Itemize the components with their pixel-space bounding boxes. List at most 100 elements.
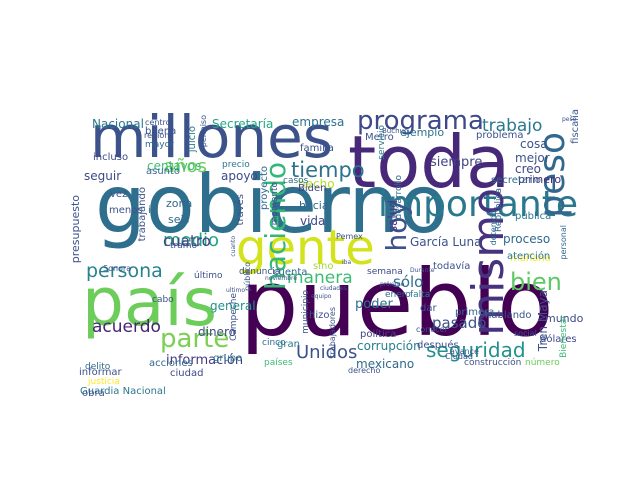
cloud-word: importante bbox=[378, 184, 579, 225]
cloud-word: hecho bbox=[298, 177, 335, 191]
cloud-word: cuenta bbox=[273, 267, 308, 278]
cloud-word: cinco bbox=[262, 338, 286, 348]
cloud-word: seguir bbox=[84, 169, 122, 183]
cloud-word: programa bbox=[357, 106, 484, 136]
cloud-word: República bbox=[494, 188, 504, 232]
cloud-word: momento bbox=[270, 182, 280, 226]
cloud-word: último bbox=[194, 271, 223, 281]
cloud-word: primero bbox=[518, 173, 562, 186]
cloud-word: cuatro bbox=[163, 232, 211, 250]
cloud-word: secretario bbox=[491, 175, 541, 186]
cloud-word: número bbox=[525, 358, 560, 368]
cloud-word: Campeche bbox=[229, 293, 239, 342]
cloud-word: tiempo bbox=[291, 158, 365, 182]
cloud-word: primera bbox=[455, 307, 495, 318]
cloud-word: noviembre bbox=[265, 275, 298, 282]
cloud-word: peso bbox=[562, 116, 577, 123]
cloud-word: creo bbox=[515, 162, 541, 176]
cloud-word: Sonora bbox=[103, 264, 132, 273]
cloud-word: mundo bbox=[545, 312, 584, 325]
cloud-word: región bbox=[144, 131, 170, 140]
cloud-word: poder bbox=[355, 297, 393, 312]
cloud-word: Nacional bbox=[92, 117, 144, 131]
cloud-word: juicio bbox=[187, 126, 198, 153]
cloud-word: desarrollo bbox=[394, 175, 404, 220]
cloud-word: política bbox=[360, 329, 397, 340]
cloud-word: Metro bbox=[365, 132, 394, 143]
cloud-word: personal bbox=[559, 225, 568, 260]
cloud-word: ejemplo bbox=[400, 126, 445, 139]
cloud-word: social bbox=[514, 329, 537, 338]
cloud-word: Unidos bbox=[296, 342, 358, 363]
cloud-word: hizo bbox=[309, 310, 330, 321]
cloud-word: semana bbox=[367, 267, 403, 277]
cloud-word: Biden bbox=[298, 183, 327, 194]
cloud-word: gobierno bbox=[95, 158, 449, 251]
cloud-word: menos bbox=[109, 205, 143, 216]
cloud-word: casos bbox=[283, 176, 309, 186]
cloud-word: sólo bbox=[393, 273, 424, 291]
cloud-word: problema bbox=[476, 130, 524, 141]
cloud-word: justicia bbox=[88, 377, 120, 387]
cloud-word: parte bbox=[160, 324, 230, 354]
cloud-word: acuerdo bbox=[92, 317, 161, 337]
cloud-word: seis bbox=[168, 213, 190, 226]
cloud-word: permiso bbox=[199, 115, 208, 148]
cloud-word: zona bbox=[166, 197, 193, 210]
cloud-word: través bbox=[235, 194, 246, 226]
cloud-word: persona bbox=[86, 260, 163, 282]
cloud-word: Guardia Nacional bbox=[80, 386, 166, 397]
cloud-word: construcción bbox=[464, 358, 522, 368]
cloud-word: trabajo bbox=[482, 116, 543, 136]
cloud-word: incluso bbox=[93, 152, 129, 163]
cloud-word: buena bbox=[145, 126, 177, 137]
cloud-word: obra bbox=[82, 388, 105, 399]
cloud-word: cosa bbox=[520, 137, 548, 151]
cloud-word: atención bbox=[507, 251, 551, 262]
cloud-word: seguridad bbox=[426, 338, 526, 362]
cloud-word: informar bbox=[79, 367, 122, 378]
cloud-word: países bbox=[264, 358, 293, 368]
cloud-word: centro bbox=[145, 118, 171, 127]
cloud-word: fiscalía bbox=[570, 109, 581, 144]
cloud-word: proceso bbox=[503, 232, 551, 246]
cloud-word: gran bbox=[277, 339, 300, 350]
cloud-word: años bbox=[164, 156, 207, 177]
cloud-word: enero bbox=[385, 290, 411, 300]
cloud-word: mañana bbox=[510, 253, 551, 264]
cloud-word: pública bbox=[515, 211, 552, 222]
cloud-word: municipio bbox=[301, 290, 311, 334]
cloud-word: todavía bbox=[433, 261, 471, 272]
cloud-word: denuncia bbox=[239, 267, 281, 277]
cloud-word: dinero bbox=[198, 325, 236, 339]
cloud-word: cabo bbox=[152, 295, 174, 305]
cloud-word: dar bbox=[420, 303, 437, 314]
cloud-word: pueblo bbox=[240, 250, 554, 357]
cloud-word: grupo bbox=[213, 353, 243, 364]
cloud-word: siempre bbox=[430, 155, 483, 170]
cloud-word: centavos bbox=[147, 159, 202, 173]
cloud-word: próximo bbox=[380, 281, 405, 288]
cloud-word: bien bbox=[510, 268, 562, 296]
cloud-word: mayor bbox=[145, 140, 174, 150]
cloud-word: delito bbox=[85, 362, 111, 372]
cloud-word: medio bbox=[163, 230, 220, 251]
cloud-word: derecho bbox=[348, 366, 381, 375]
cloud-word: toda bbox=[348, 120, 511, 204]
cloud-word: precio bbox=[222, 160, 250, 170]
cloud-word: millones bbox=[90, 103, 333, 171]
cloud-word: Buchuo bbox=[382, 127, 409, 135]
cloud-word: Durante bbox=[410, 267, 435, 274]
cloud-word: tramo bbox=[170, 241, 198, 251]
cloud-word: García Luna bbox=[410, 235, 482, 249]
cloud-word: sino bbox=[313, 261, 334, 272]
cloud-word: cuanto bbox=[230, 236, 237, 257]
cloud-word: presupuesto bbox=[69, 195, 82, 264]
cloud-word: país bbox=[82, 264, 218, 341]
cloud-word: trabajadores bbox=[328, 307, 337, 358]
cloud-word: pasado bbox=[432, 314, 487, 332]
cloud-word: ciudad bbox=[170, 368, 204, 379]
cloud-word: mejor bbox=[515, 151, 550, 165]
cloud-word: iba bbox=[342, 259, 352, 266]
cloud-word: hablando bbox=[485, 310, 532, 321]
